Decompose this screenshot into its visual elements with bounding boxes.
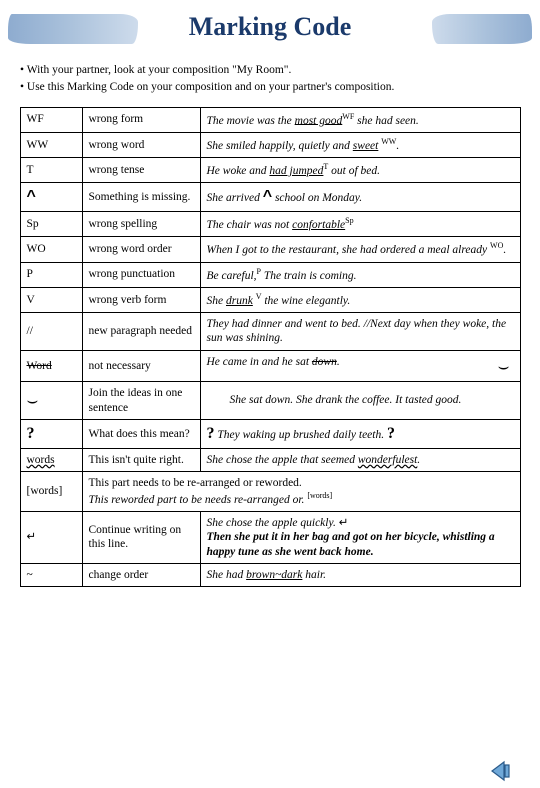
meaning-cell: wrong word: [82, 132, 200, 157]
example-cell: She had brown~dark hair.: [200, 564, 520, 587]
meaning-cell: wrong verb form: [82, 287, 200, 312]
table-row: wordsThis isn't quite right.She chose th…: [20, 448, 520, 471]
meaning-cell: not necessary: [82, 350, 200, 382]
code-cell: ?: [20, 419, 82, 448]
meaning-cell: change order: [82, 564, 200, 587]
table-row: Pwrong punctuationBe careful,P The train…: [20, 262, 520, 287]
header-banner: Marking Code: [0, 8, 540, 56]
full-cell: This part needs to be re-arranged or rew…: [82, 472, 520, 512]
example-cell: She sat down. She drank the coffee. It t…: [200, 382, 520, 420]
table-row: Vwrong verb formShe drunk V the wine ele…: [20, 287, 520, 312]
example-cell: She arrived ^ school on Monday.: [200, 183, 520, 212]
example-cell: ? They waking up brushed daily teeth. ?: [200, 419, 520, 448]
meaning-cell: wrong form: [82, 107, 200, 132]
example-cell: When I got to the restaurant, she had or…: [200, 237, 520, 262]
code-cell: T: [20, 157, 82, 182]
table-row: ~change orderShe had brown~dark hair.: [20, 564, 520, 587]
example-cell: The chair was not confortableSp: [200, 212, 520, 237]
table-row: Wordnot necessaryHe came in and he sat d…: [20, 350, 520, 382]
table-row: ?What does this mean?? They waking up br…: [20, 419, 520, 448]
page-title: Marking Code: [0, 12, 540, 42]
example-cell: She drunk V the wine elegantly.: [200, 287, 520, 312]
code-cell: ~: [20, 564, 82, 587]
code-cell: WO: [20, 237, 82, 262]
table-row: ^Something is missing.She arrived ^ scho…: [20, 183, 520, 212]
table-row: //new paragraph neededThey had dinner an…: [20, 312, 520, 350]
instruction-line: Use this Marking Code on your compositio…: [20, 79, 520, 96]
example-cell: The movie was the most goodWF she had se…: [200, 107, 520, 132]
example-cell: She chose the apple that seemed wonderfu…: [200, 448, 520, 471]
code-cell: Sp: [20, 212, 82, 237]
meaning-cell: What does this mean?: [82, 419, 200, 448]
meaning-cell: new paragraph needed: [82, 312, 200, 350]
code-cell: P: [20, 262, 82, 287]
meaning-cell: Continue writing on this line.: [82, 511, 200, 563]
instruction-line: With your partner, look at your composit…: [20, 62, 520, 79]
table-row: [words]This part needs to be re-arranged…: [20, 472, 520, 512]
example-cell: They had dinner and went to bed. //Next …: [200, 312, 520, 350]
example-cell: She smiled happily, quietly and sweet WW…: [200, 132, 520, 157]
meaning-cell: Something is missing.: [82, 183, 200, 212]
table-row: WWwrong wordShe smiled happily, quietly …: [20, 132, 520, 157]
meaning-cell: wrong punctuation: [82, 262, 200, 287]
back-nav-icon[interactable]: [490, 760, 528, 782]
code-cell: [words]: [20, 472, 82, 512]
example-cell: He woke and had jumpedT out of bed.: [200, 157, 520, 182]
meaning-cell: Join the ideas in one sentence: [82, 382, 200, 420]
meaning-cell: wrong spelling: [82, 212, 200, 237]
table-row: WOwrong word orderWhen I got to the rest…: [20, 237, 520, 262]
table-row: Twrong tenseHe woke and had jumpedT out …: [20, 157, 520, 182]
example-cell: She chose the apple quickly. ↵Then she p…: [200, 511, 520, 563]
marking-code-table: WFwrong formThe movie was the most goodW…: [20, 107, 521, 588]
instructions: With your partner, look at your composit…: [0, 60, 540, 103]
code-cell: WW: [20, 132, 82, 157]
code-cell: words: [20, 448, 82, 471]
example-cell: Be careful,P The train is coming.: [200, 262, 520, 287]
code-cell: ^: [20, 183, 82, 212]
table-row: WFwrong formThe movie was the most goodW…: [20, 107, 520, 132]
code-cell: ↵: [20, 511, 82, 563]
meaning-cell: wrong word order: [82, 237, 200, 262]
meaning-cell: wrong tense: [82, 157, 200, 182]
code-cell: //: [20, 312, 82, 350]
code-cell: V: [20, 287, 82, 312]
code-cell: ⌣: [20, 382, 82, 420]
example-cell: He came in and he sat down. ⌣: [200, 350, 520, 382]
table-row: Spwrong spellingThe chair was not confor…: [20, 212, 520, 237]
meaning-cell: This isn't quite right.: [82, 448, 200, 471]
table-row: ↵Continue writing on this line.She chose…: [20, 511, 520, 563]
table-row: ⌣Join the ideas in one sentence She sat …: [20, 382, 520, 420]
code-cell: Word: [20, 350, 82, 382]
code-cell: WF: [20, 107, 82, 132]
